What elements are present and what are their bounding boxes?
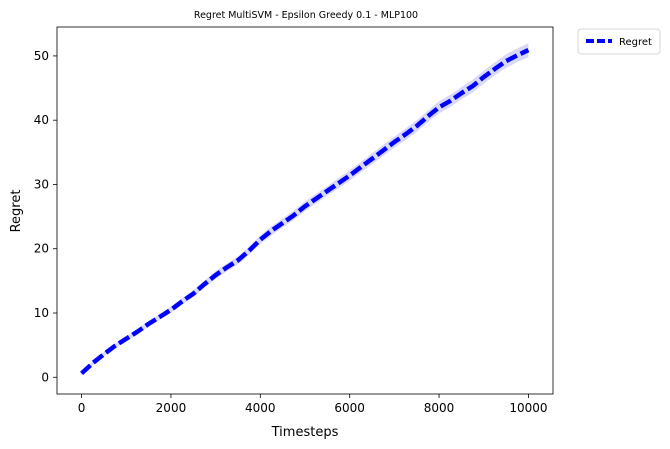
x-axis: 0 2000 4000 6000 8000 10000 (78, 394, 548, 415)
x-tick-label: 0 (78, 401, 86, 415)
y-tick-label: 20 (34, 242, 49, 256)
y-tick-label: 30 (34, 177, 49, 191)
y-tick-label: 10 (34, 306, 49, 320)
chart-title: Regret MultiSVM - Epsilon Greedy 0.1 - M… (194, 10, 418, 21)
legend-label-regret: Regret (619, 37, 652, 48)
y-tick-label: 50 (34, 49, 49, 63)
x-tick-label: 8000 (424, 401, 455, 415)
x-axis-label: Timesteps (271, 425, 339, 440)
legend: Regret (577, 28, 661, 55)
y-axis-label: Regret (9, 190, 24, 233)
legend-box (577, 28, 661, 55)
y-tick-label: 0 (41, 370, 49, 384)
plot-frame (56, 26, 554, 395)
x-tick-label: 6000 (334, 401, 365, 415)
y-tick-label: 40 (34, 113, 49, 127)
y-axis: 0 10 20 30 40 50 (34, 49, 57, 384)
plot-area (80, 43, 530, 376)
x-tick-label: 10000 (509, 401, 547, 415)
x-tick-label: 2000 (156, 401, 187, 415)
x-tick-label: 4000 (245, 401, 276, 415)
